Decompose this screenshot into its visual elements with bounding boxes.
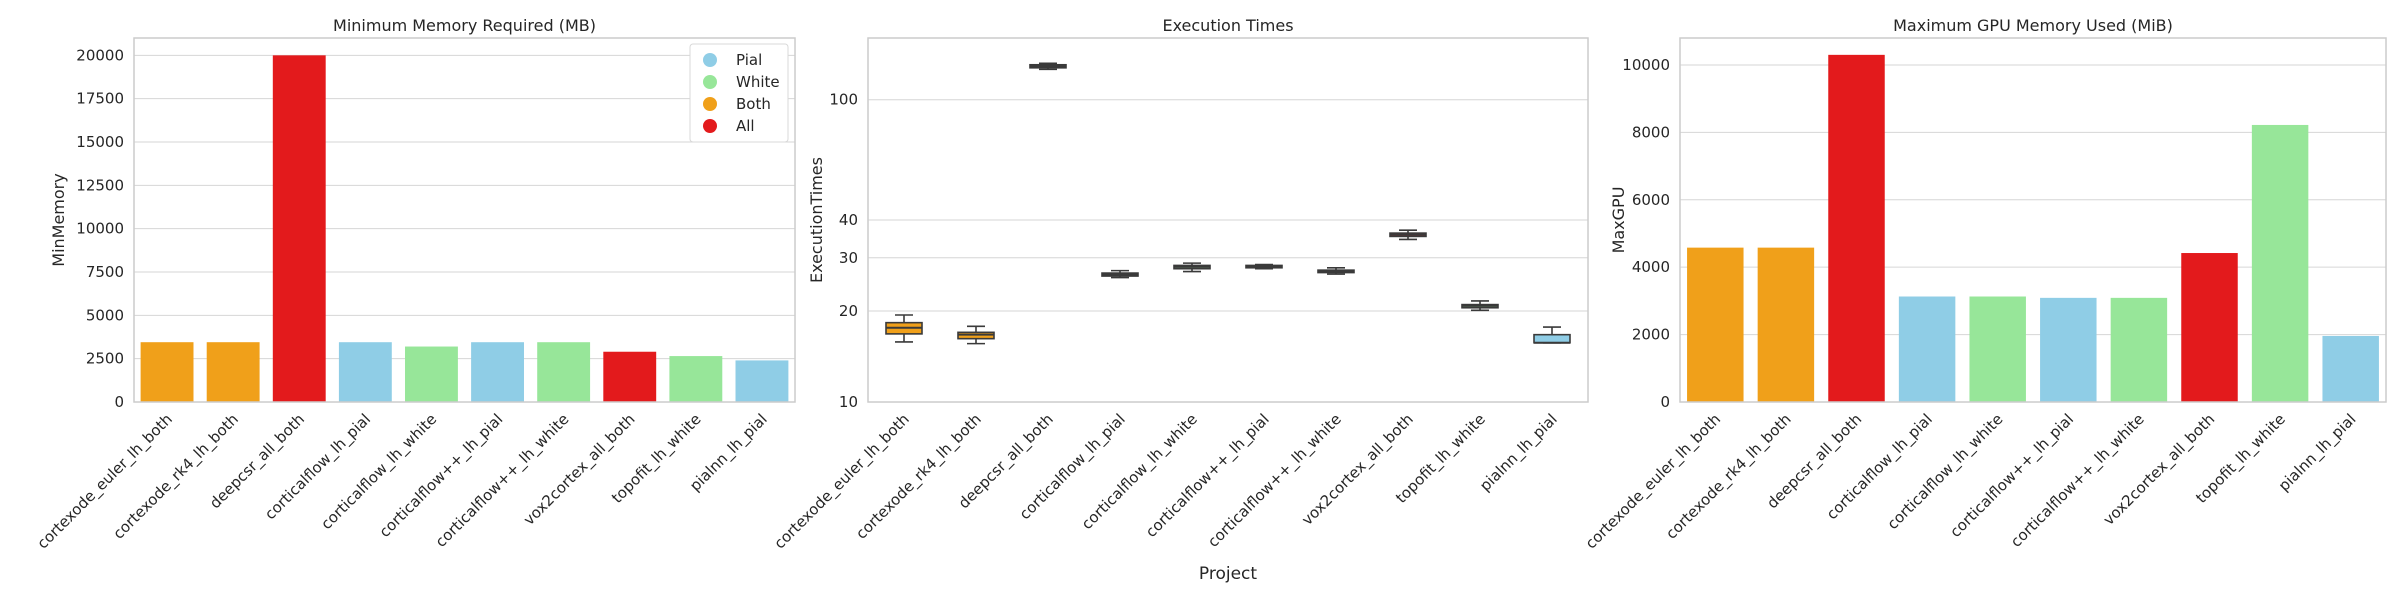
x-tick-label: corticalflow_lh_white xyxy=(317,410,441,534)
bar xyxy=(735,360,789,402)
y-tick-label: 15000 xyxy=(76,133,124,151)
bar xyxy=(1898,296,1956,402)
x-tick-label: corticalflow++_lh_pial xyxy=(1142,410,1274,542)
y-tick-label: 20000 xyxy=(76,46,124,64)
chart-min-memory: 0 2500 5000 7500 10000 12500 15000 17500 20000 co… xyxy=(34,16,796,553)
x-tick-label: corticalflow++_lh_pial xyxy=(1946,410,2078,542)
legend-label-all: All xyxy=(736,117,755,135)
y-axis-label: MaxGPU xyxy=(1609,187,1628,254)
bar xyxy=(669,356,723,402)
chart-title: Maximum GPU Memory Used (MiB) xyxy=(1893,16,2173,35)
legend-marker-all xyxy=(703,119,717,133)
x-tick-label: corticalflow_lh_white xyxy=(1884,410,2008,534)
x-tick-label: corticalflow++_lh_white xyxy=(1204,410,1345,551)
y-axis-label: ExecutionTimes xyxy=(807,157,826,283)
bar xyxy=(2251,124,2309,402)
bar xyxy=(405,346,458,402)
x-tick-label: corticalflow++_lh_white xyxy=(432,410,573,551)
y-tick-label: 8000 xyxy=(1632,123,1670,141)
bar xyxy=(1757,247,1815,402)
x-tick-label: cortexode_euler_lh_both xyxy=(1582,410,1725,553)
y-tick-label: 2500 xyxy=(86,350,124,368)
x-tick-label: corticalflow++_lh_white xyxy=(2007,410,2148,551)
y-tick-label: 4000 xyxy=(1632,258,1670,276)
plot-frame xyxy=(867,37,1589,403)
y-tick-label: 0 xyxy=(1660,393,1670,411)
chart-title: Execution Times xyxy=(1162,16,1293,35)
y-tick-label: 17500 xyxy=(76,90,124,108)
box-iqr xyxy=(1533,333,1571,344)
bar xyxy=(1687,247,1744,402)
plot-frame xyxy=(133,37,796,403)
x-tick-label: pialnn_lh_pial xyxy=(1476,410,1561,495)
bar xyxy=(2110,297,2168,402)
y-tick-label: 20 xyxy=(839,302,858,320)
legend-box xyxy=(689,43,789,143)
x-tick-label: cortexode_rk4_lh_both xyxy=(109,410,242,543)
x-tick-label: cortexode_rk4_lh_both xyxy=(852,410,985,543)
y-tick-label: 5000 xyxy=(86,306,124,324)
x-tick-label: vox2cortex_all_both xyxy=(520,410,639,529)
y-tick-label: 7500 xyxy=(86,263,124,281)
y-tick-label: 40 xyxy=(839,211,858,229)
y-tick-label: 6000 xyxy=(1632,191,1670,209)
y-tick-label: 10000 xyxy=(1622,56,1670,74)
chart-execution-times: 10 20 30 40 100 cortexode_euler_lh_bothcortex… xyxy=(770,16,1589,584)
bar xyxy=(2040,297,2097,402)
legend-marker-white xyxy=(703,75,717,89)
y-tick-label: 10 xyxy=(839,393,858,411)
x-axis-label: Project xyxy=(1199,564,1257,584)
bar xyxy=(272,55,326,402)
legend-marker-pial xyxy=(703,53,717,67)
bar xyxy=(2322,335,2379,402)
legend-label-pial: Pial xyxy=(736,51,762,69)
x-tick-label: cortexode_euler_lh_both xyxy=(770,410,913,553)
bar xyxy=(471,342,524,402)
bar xyxy=(537,342,591,402)
bar xyxy=(140,342,194,402)
legend-label-both: Both xyxy=(736,95,771,113)
y-tick-label: 12500 xyxy=(76,176,124,194)
y-axis-label: MinMemory xyxy=(49,173,68,266)
y-tick-label: 100 xyxy=(829,91,858,109)
bar xyxy=(338,342,392,402)
chart-title: Minimum Memory Required (MB) xyxy=(333,16,596,35)
bar xyxy=(603,351,657,402)
x-tick-label: cortexode_rk4_lh_both xyxy=(1662,410,1795,543)
x-tick-label: cortexode_euler_lh_both xyxy=(34,410,177,553)
bar xyxy=(1828,54,1885,402)
bar xyxy=(1969,296,2026,402)
legend-label-white: White xyxy=(736,73,780,91)
x-tick-label: corticalflow++_lh_pial xyxy=(376,410,508,542)
y-tick-label: 10000 xyxy=(76,220,124,238)
bar xyxy=(206,342,260,402)
plot-frame xyxy=(1679,37,2387,403)
chart-max-gpu: 0 2000 4000 6000 8000 10000 cortexode_euler_lh… xyxy=(1582,16,2387,553)
y-tick-label: 30 xyxy=(839,249,858,267)
y-tick-label: 0 xyxy=(114,393,124,411)
y-tick-label: 2000 xyxy=(1632,326,1670,344)
bar xyxy=(2181,253,2238,402)
legend-marker-both xyxy=(703,97,717,111)
